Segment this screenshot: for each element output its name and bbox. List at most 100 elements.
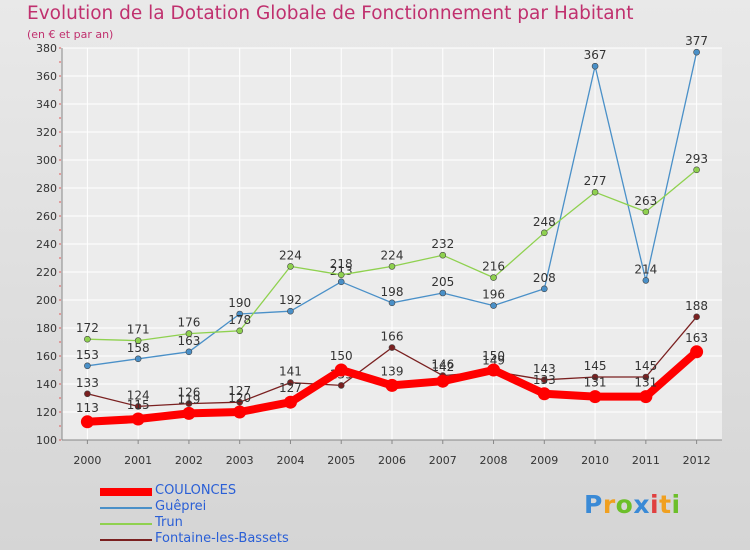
data-point-gueprei [84, 362, 91, 370]
x-tick-label: 2003 [226, 454, 254, 467]
data-point-fontaine-les-bassets [134, 403, 142, 410]
y-tick-label: 100 [36, 434, 57, 447]
data-point-fontaine-les-bassets [541, 376, 548, 384]
data-label-coulonces: 119 [177, 392, 200, 406]
data-point-coulonces [233, 405, 247, 419]
data-label-trun: 277 [584, 174, 607, 188]
data-point-fontaine-les-bassets [287, 379, 294, 386]
x-tick-label: 2009 [530, 454, 558, 467]
data-point-trun [693, 166, 700, 174]
chart-title: Evolution de la Dotation Globale de Fonc… [27, 3, 634, 24]
data-point-trun [642, 208, 650, 216]
data-point-trun [185, 330, 193, 337]
data-label-coulonces: 113 [76, 401, 99, 415]
data-label-coulonces: 131 [634, 376, 657, 390]
data-point-gueprei [591, 62, 599, 70]
data-label-gueprei: 198 [381, 285, 404, 299]
y-tick-label: 320 [36, 126, 57, 139]
x-tick-label: 2011 [632, 454, 660, 467]
data-point-coulonces [487, 363, 501, 377]
y-tick-label: 380 [36, 42, 57, 55]
legend-label: COULONCES [155, 483, 237, 498]
data-point-gueprei [236, 310, 243, 318]
x-tick-label: 2006 [378, 454, 406, 467]
data-point-coulonces [385, 378, 399, 392]
x-tick-label: 2000 [73, 454, 101, 467]
data-label-fontaine-les-bassets: 133 [76, 376, 99, 390]
data-point-coulonces [80, 415, 94, 429]
data-point-gueprei [185, 348, 193, 356]
data-point-coulonces [639, 390, 653, 404]
x-tick-label: 2012 [683, 454, 711, 467]
data-label-fontaine-les-bassets: 143 [533, 362, 556, 376]
data-label-trun: 171 [127, 323, 150, 337]
y-tick-label: 340 [36, 98, 57, 111]
data-label-gueprei: 196 [482, 288, 505, 302]
x-tick-label: 2004 [276, 454, 304, 467]
y-tick-label: 140 [36, 378, 57, 391]
y-tick-label: 360 [36, 70, 57, 83]
data-point-coulonces [334, 363, 348, 377]
data-point-fontaine-les-bassets [642, 373, 650, 381]
y-tick-label: 260 [36, 210, 57, 223]
data-label-fontaine-les-bassets: 166 [381, 330, 404, 344]
data-label-gueprei: 192 [279, 293, 302, 307]
x-tick-label: 2010 [581, 454, 609, 467]
data-point-coulonces [588, 390, 602, 404]
data-point-gueprei [388, 299, 396, 307]
data-label-coulonces: 150 [482, 349, 505, 363]
data-label-fontaine-les-bassets: 127 [228, 384, 251, 398]
data-point-coulonces [436, 374, 450, 388]
data-label-trun: 216 [482, 260, 505, 274]
data-point-gueprei [337, 278, 345, 286]
data-label-gueprei: 214 [634, 262, 657, 276]
data-label-fontaine-les-bassets: 145 [584, 359, 607, 373]
data-label-gueprei: 190 [228, 296, 251, 310]
legend-swatch [100, 507, 152, 509]
data-point-gueprei [693, 48, 700, 56]
data-point-fontaine-les-bassets [236, 398, 243, 406]
x-tick-label: 2002 [175, 454, 203, 467]
data-label-fontaine-les-bassets: 188 [685, 299, 708, 313]
data-point-fontaine-les-bassets [693, 313, 700, 321]
data-label-gueprei: 158 [127, 341, 150, 355]
data-point-trun [287, 263, 294, 270]
data-label-fontaine-les-bassets: 141 [279, 365, 302, 379]
x-tick-label: 2008 [480, 454, 508, 467]
data-point-gueprei [541, 285, 548, 293]
data-label-gueprei: 377 [685, 34, 708, 48]
data-point-trun [439, 251, 447, 259]
data-label-coulonces: 139 [381, 364, 404, 378]
data-point-fontaine-les-bassets [84, 390, 91, 398]
data-point-fontaine-les-bassets [388, 344, 396, 351]
y-tick-label: 240 [36, 238, 57, 251]
data-label-fontaine-les-bassets: 146 [431, 358, 454, 372]
data-point-fontaine-les-bassets [591, 373, 599, 381]
proxiti-logo: Proxiti [584, 490, 681, 519]
y-tick-label: 180 [36, 322, 57, 335]
y-tick-label: 220 [36, 266, 57, 279]
data-point-fontaine-les-bassets [185, 400, 193, 407]
data-label-trun: 232 [431, 237, 454, 251]
data-point-gueprei [642, 277, 650, 284]
data-label-fontaine-les-bassets: 126 [177, 386, 200, 400]
data-label-gueprei: 367 [584, 48, 607, 62]
data-point-gueprei [490, 302, 497, 309]
data-label-coulonces: 150 [330, 349, 353, 363]
data-point-trun [134, 337, 142, 344]
data-point-trun [337, 271, 345, 279]
data-label-gueprei: 163 [177, 334, 200, 348]
data-label-gueprei: 208 [533, 271, 556, 285]
legend-label: Guêprei [155, 499, 207, 514]
data-label-trun: 293 [685, 152, 708, 166]
data-label-fontaine-les-bassets: 124 [127, 388, 150, 402]
y-tick-label: 280 [36, 182, 57, 195]
y-tick-label: 200 [36, 294, 57, 307]
data-point-trun [84, 335, 91, 343]
legend-label: Trun [155, 515, 183, 530]
y-tick-label: 120 [36, 406, 57, 419]
data-label-coulonces: 142 [431, 360, 454, 374]
data-label-coulonces: 163 [685, 331, 708, 345]
